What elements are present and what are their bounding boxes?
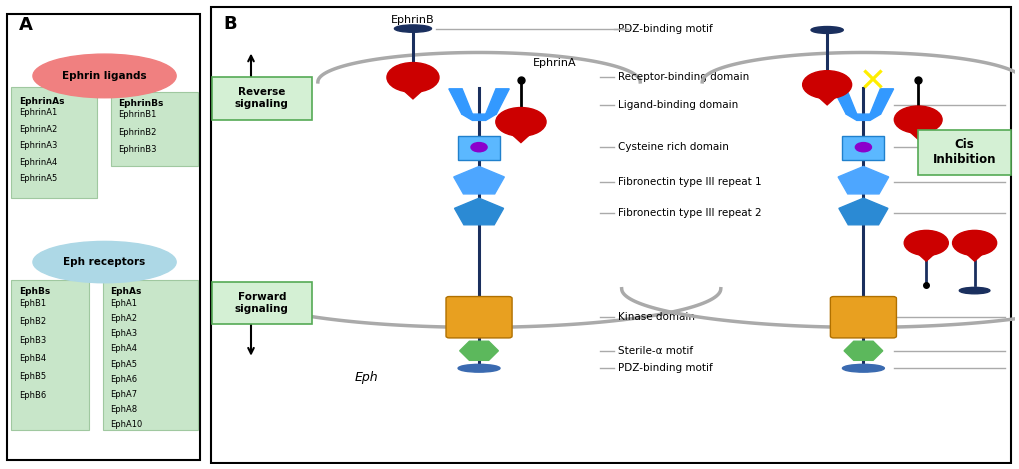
Circle shape [802,71,851,98]
Text: Receptor-binding domain: Receptor-binding domain [618,72,749,83]
Ellipse shape [394,25,431,32]
Text: Ligand-binding domain: Ligand-binding domain [618,100,738,110]
Polygon shape [838,166,888,194]
Text: EphrinA4: EphrinA4 [19,158,57,167]
FancyBboxPatch shape [211,7,1010,463]
FancyBboxPatch shape [842,136,883,160]
Text: Fibronectin type III repeat 2: Fibronectin type III repeat 2 [618,208,761,218]
Text: Cysteine rich domain: Cysteine rich domain [618,142,729,152]
Text: EphA10: EphA10 [110,420,143,429]
Text: EphrinB2: EphrinB2 [118,128,157,137]
Text: A: A [19,16,33,34]
Text: EphrinA: EphrinA [533,58,576,68]
Text: PDZ-binding motif: PDZ-binding motif [618,363,712,373]
Text: EphA2: EphA2 [110,314,138,323]
Text: Ephrin ligands: Ephrin ligands [62,71,147,81]
Text: EphB4: EphB4 [19,354,46,363]
Polygon shape [390,79,435,99]
Circle shape [903,230,948,256]
Text: EphA4: EphA4 [110,344,138,353]
FancyBboxPatch shape [11,87,97,198]
Polygon shape [462,114,496,121]
Text: EphB2: EphB2 [19,317,46,326]
Ellipse shape [458,364,499,372]
Polygon shape [833,89,856,114]
Polygon shape [846,114,879,121]
Text: Reverse
signaling: Reverse signaling [234,87,288,109]
Text: Sterile-α motif: Sterile-α motif [618,346,693,356]
Polygon shape [869,89,893,114]
FancyBboxPatch shape [110,92,198,166]
Text: Eph: Eph [354,371,378,384]
Circle shape [894,106,942,133]
Circle shape [471,143,487,152]
Text: EphrinB: EphrinB [390,15,434,25]
Polygon shape [897,121,937,139]
Circle shape [855,143,870,152]
Text: EphrinBs: EphrinBs [118,99,164,108]
FancyBboxPatch shape [7,14,200,460]
FancyBboxPatch shape [829,296,896,338]
Polygon shape [499,123,542,143]
Text: EphA6: EphA6 [110,375,138,384]
Polygon shape [838,198,888,225]
Text: EphrinB1: EphrinB1 [118,110,157,120]
Polygon shape [460,341,498,360]
Text: PDZ-binding motif: PDZ-binding motif [618,23,712,34]
Text: EphrinA3: EphrinA3 [19,141,57,150]
Polygon shape [844,341,881,360]
Text: EphrinAs: EphrinAs [19,97,64,106]
Text: Kinase domain: Kinase domain [618,312,695,322]
Circle shape [386,62,438,92]
Text: EphrinA5: EphrinA5 [19,174,57,183]
Text: B: B [223,15,237,33]
Ellipse shape [842,364,883,372]
FancyBboxPatch shape [103,280,198,430]
FancyBboxPatch shape [917,130,1010,175]
Ellipse shape [33,242,176,283]
Polygon shape [454,198,503,225]
Ellipse shape [810,27,843,33]
Polygon shape [955,244,993,261]
Text: EphrinA1: EphrinA1 [19,108,57,117]
FancyBboxPatch shape [11,280,89,430]
Text: EphA7: EphA7 [110,390,138,399]
Text: Forward
signaling: Forward signaling [234,292,288,314]
Text: EphB6: EphB6 [19,391,46,400]
Text: Cis
Inhibition: Cis Inhibition [931,138,996,166]
Text: EphA3: EphA3 [110,329,138,338]
Text: EphB1: EphB1 [19,299,46,308]
FancyBboxPatch shape [211,77,312,120]
Text: EphrinA2: EphrinA2 [19,125,57,134]
Text: EphBs: EphBs [19,287,50,296]
FancyBboxPatch shape [211,282,312,324]
Text: Fibronectin type III repeat 1: Fibronectin type III repeat 1 [618,177,761,187]
Text: EphA8: EphA8 [110,405,138,414]
Text: EphA1: EphA1 [110,299,138,308]
Polygon shape [448,89,472,114]
Text: ✕: ✕ [858,66,886,99]
Text: EphrinB3: EphrinB3 [118,145,157,154]
Ellipse shape [958,287,989,294]
Polygon shape [485,89,508,114]
Text: EphAs: EphAs [110,287,142,296]
Circle shape [952,230,996,256]
Polygon shape [453,166,503,194]
FancyBboxPatch shape [458,136,499,160]
Polygon shape [907,244,944,261]
FancyBboxPatch shape [445,296,512,338]
Polygon shape [806,86,847,105]
Ellipse shape [33,54,176,98]
Text: Eph receptors: Eph receptors [63,257,146,267]
Circle shape [495,107,545,136]
Text: EphB5: EphB5 [19,372,46,381]
Text: EphB3: EphB3 [19,336,46,345]
Text: EphA5: EphA5 [110,360,138,369]
